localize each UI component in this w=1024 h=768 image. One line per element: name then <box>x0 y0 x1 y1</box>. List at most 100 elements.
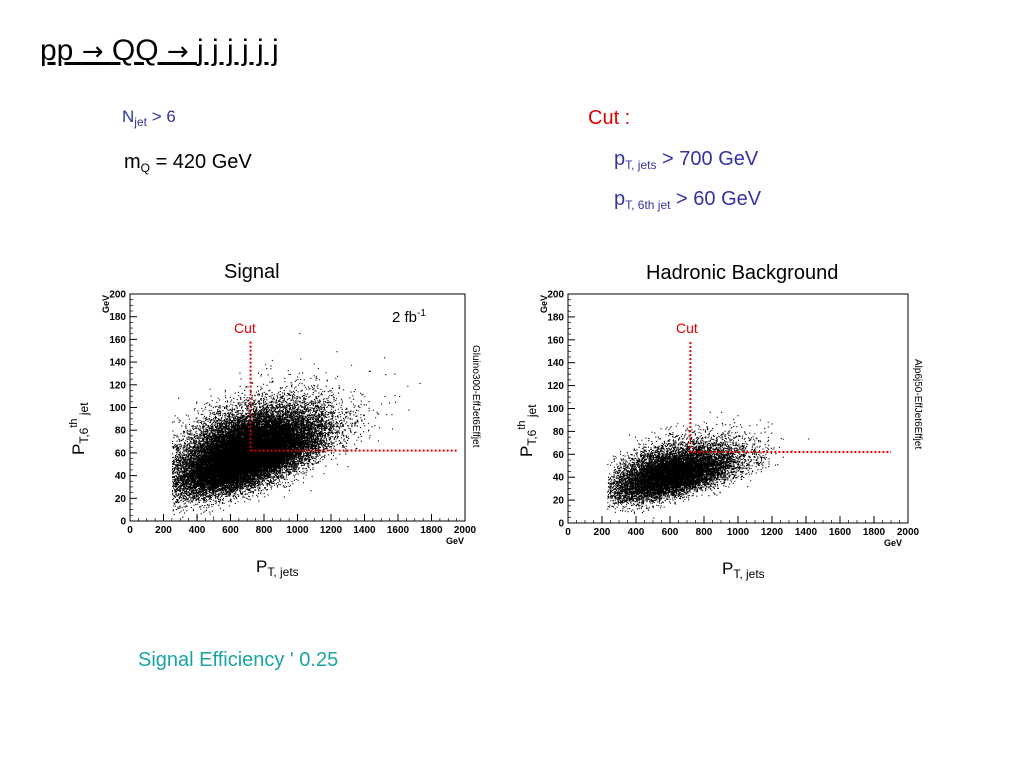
cut1-rest: > 700 GeV <box>656 148 759 170</box>
signal-x-unit: GeV <box>446 536 464 546</box>
mq-rest: = 420 GeV <box>150 151 252 173</box>
cut2-sub: T, 6th jet <box>625 198 671 212</box>
signal-side-label: Gluino300-EffJet6Effjet <box>470 345 481 448</box>
background-xlabel-sub: T, jets <box>733 567 765 581</box>
signal-x-tick-label: 1600 <box>387 525 410 536</box>
background-x-label: PT, jets <box>722 559 765 581</box>
background-ylabel-sub2: jet <box>525 404 539 421</box>
signal-x-tick-label: 400 <box>189 525 206 536</box>
background-x-tick-label: 1000 <box>727 527 750 538</box>
background-x-tick-label: 1400 <box>795 527 818 538</box>
background-y-tick-label: 140 <box>547 358 564 369</box>
signal-lumi-label: 2 fb-1 <box>392 308 426 326</box>
signal-x-tick-label: 800 <box>256 525 273 536</box>
signal-cut-label: Cut <box>234 320 256 336</box>
mq-main: m <box>124 151 141 173</box>
background-scatter-plot: 0 200 400 600 800 1000 1200 1400 1600 1800 2000 0 20… <box>539 290 923 549</box>
background-scatter-points <box>607 411 810 519</box>
background-ylabel-sub1: T,6 <box>525 429 539 446</box>
signal-y-label: PT,6th jet <box>68 402 91 455</box>
signal-y-tick-label: 120 <box>109 380 126 391</box>
background-y-tick-label: 40 <box>553 473 565 484</box>
signal-y-tick-label: 0 <box>120 517 126 528</box>
cut-pt-jets: pT, jets > 700 GeV <box>614 148 758 172</box>
signal-y-tick-label: 60 <box>115 448 127 459</box>
signal-y-tick-label: 80 <box>115 426 127 437</box>
signal-ylabel-sup: th <box>68 418 80 428</box>
background-x-tick-label: 2000 <box>897 527 920 538</box>
signal-y-tick-label: 180 <box>109 312 126 323</box>
background-cut-label: Cut <box>676 320 698 336</box>
background-ylabel-sup: th <box>516 420 528 430</box>
signal-x-tick-label: 0 <box>127 525 133 536</box>
signal-x-tick-label: 1800 <box>420 525 443 536</box>
signal-ylabel-sub2: jet <box>77 402 91 419</box>
signal-lumi-sup: -1 <box>417 308 426 319</box>
background-y-label: PT,6th jet <box>516 404 539 457</box>
cut-pt-6th-jet: pT, 6th jet > 60 GeV <box>614 188 761 212</box>
title-pp: pp <box>40 34 74 67</box>
background-y-tick-label: 80 <box>553 427 565 438</box>
njet-condition: Njet > 6 <box>122 107 176 129</box>
background-y-tick-label: 120 <box>547 381 564 392</box>
background-cut-lines <box>689 342 891 454</box>
background-x-tick-label: 200 <box>594 527 611 538</box>
cut1-sub: T, jets <box>625 158 657 172</box>
background-x-tick-label: 400 <box>628 527 645 538</box>
background-y-tick-label: 20 <box>553 496 565 507</box>
signal-scatter-plot: 0 200 400 600 800 1000 1200 1400 1600 1800 2000 0 20… <box>101 290 481 547</box>
njet-sub: jet <box>134 115 147 129</box>
background-x-tick-label: 600 <box>662 527 679 538</box>
background-x-tick-label: 1600 <box>829 527 852 538</box>
signal-y-unit: GeV <box>101 295 111 313</box>
cut1-main: p <box>614 148 626 170</box>
background-y-tick-label: 200 <box>547 290 564 301</box>
signal-plot-title: Signal <box>224 261 280 283</box>
background-y-tick-label: 0 <box>558 519 564 530</box>
signal-x-tick-label: 2000 <box>454 525 477 536</box>
signal-x-tick-label: 1000 <box>286 525 309 536</box>
cut2-rest: > 60 GeV <box>670 188 762 210</box>
background-x-tick-label: 1800 <box>863 527 886 538</box>
signal-y-tick-label: 160 <box>109 335 126 346</box>
title-jets: j j j j j j <box>197 34 279 67</box>
arrow-right-icon: → <box>81 37 104 67</box>
signal-y-tick-label: 40 <box>115 471 127 482</box>
signal-x-tick-label: 200 <box>155 525 172 536</box>
background-points <box>607 411 810 519</box>
background-y-tick-label: 100 <box>547 404 564 415</box>
signal-axes: 0 200 400 600 800 1000 1200 1400 1600 1800 2000 0 20… <box>109 290 476 537</box>
signal-ylabel-main: P <box>69 443 88 455</box>
signal-xlabel-main: P <box>256 557 268 576</box>
background-axes: 0 200 400 600 800 1000 1200 1400 1600 1800 2000 0 20… <box>547 290 919 539</box>
title-qq: QQ <box>111 34 159 67</box>
background-y-tick-label: 180 <box>547 312 564 323</box>
background-y-unit: GeV <box>539 295 549 313</box>
signal-y-tick-label: 200 <box>109 290 126 301</box>
signal-ylabel-sub1: T,6 <box>77 427 91 444</box>
background-ylabel-main: P <box>517 445 536 457</box>
cut-heading: Cut : <box>588 107 631 129</box>
background-y-tick-label: 160 <box>547 335 564 346</box>
njet-rest: > 6 <box>146 107 176 126</box>
background-x-tick-label: 800 <box>696 527 713 538</box>
signal-xlabel-sub: T, jets <box>267 565 299 579</box>
background-xlabel-main: P <box>722 559 734 578</box>
signal-x-tick-label: 1400 <box>353 525 376 536</box>
signal-lumi-main: 2 fb <box>392 309 417 326</box>
background-x-unit: GeV <box>884 538 902 548</box>
slide-title: pp → QQ → j j j j j j <box>40 34 279 68</box>
background-y-tick-label: 60 <box>553 450 565 461</box>
background-side-label: Alp6j50-EffJet6Effjet <box>912 359 923 449</box>
background-x-tick-label: 1200 <box>761 527 784 538</box>
signal-y-tick-label: 100 <box>109 403 126 414</box>
arrow-right-icon: → <box>166 37 189 67</box>
signal-x-label: PT, jets <box>256 557 299 579</box>
signal-efficiency: Signal Efficiency ' 0.25 <box>138 649 339 671</box>
signal-y-tick-label: 140 <box>109 358 126 369</box>
cut2-main: p <box>614 188 626 210</box>
signal-y-tick-label: 20 <box>115 494 127 505</box>
signal-x-tick-label: 600 <box>222 525 239 536</box>
background-x-tick-label: 0 <box>565 527 571 538</box>
njet-main: N <box>122 107 135 126</box>
